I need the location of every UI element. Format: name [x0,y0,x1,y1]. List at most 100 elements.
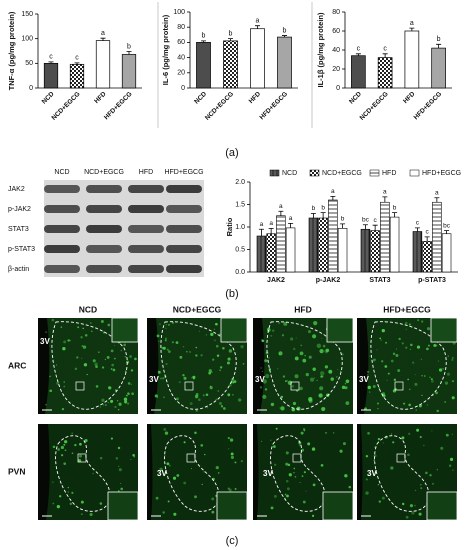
fluorescent-cell [312,367,316,371]
fluorescent-cell [416,428,420,432]
fluorescent-cell [110,368,113,370]
fluorescent-cell [431,379,434,383]
fluorescent-cell [285,451,289,455]
nucleus-outline [51,321,128,410]
micrograph: 3V [147,424,248,521]
fluorescent-cell [292,401,297,406]
panel-label: (b) [225,288,238,300]
fluorescent-cell [419,435,422,439]
fluorescent-cell [344,382,347,385]
fluorescent-cell [442,368,444,370]
fluorescent-cell [339,370,342,373]
fluorescent-cell [381,360,384,363]
nucleus-outline [370,321,447,410]
fluorescent-cell [120,349,123,352]
fluorescent-cell [267,327,270,331]
fluorescent-cell [451,380,455,383]
error-bar [414,227,420,232]
fluorescent-cell [69,502,73,506]
fluorescent-cell [76,356,79,359]
error-bar [372,224,378,231]
significance-letter: c [383,46,387,53]
fluorescent-cell [215,466,219,470]
fluorescent-cell [411,511,415,515]
fluorescent-cell [120,487,124,491]
fluorescent-cell [163,454,166,457]
fluorescent-cell [437,360,440,362]
y-tick-label: 50 [25,60,33,67]
fluorescent-cell [80,513,83,516]
y-axis-title: TNF-α (pg/mg protein) [7,11,16,90]
fluorescent-cell [166,462,170,466]
micrograph: 3V [357,424,458,521]
fluorescent-cell [264,388,268,391]
fluorescent-cell [397,369,401,373]
fluorescent-cell [156,334,160,338]
fluorescent-cell [219,369,221,372]
legend-label: HFD [382,170,396,177]
fluorescent-cell [60,445,64,450]
fluorescent-cell [387,372,390,375]
fluorescent-cell [275,427,278,430]
fluorescent-cell [71,491,74,494]
bar [441,233,452,273]
fluorescent-cell [305,372,309,377]
fluorescent-cell [52,445,56,449]
fluorescent-cell [330,377,334,381]
fluorescent-cell [390,466,394,470]
fluorescent-cell [414,382,418,386]
fluorescent-cell [168,350,171,353]
protein-label: β-actin [8,266,29,273]
fluorescent-cell [341,353,344,356]
fluorescent-cell [223,407,226,410]
fluorescent-cell [127,382,131,385]
fluorescent-cell [384,365,388,368]
fluorescent-cell [307,442,311,446]
fluorescent-cell [268,368,272,371]
fluorescent-cell [423,444,425,447]
fluorescent-cell [208,371,212,375]
error-bar [355,53,361,56]
x-tick-label: p-JAK2 [316,277,341,284]
fluorescent-cell [366,370,370,374]
inset [430,317,458,343]
error-bar [330,196,336,200]
blot-band [128,245,164,253]
y-tick-label: 40 [332,47,340,54]
legend-swatch [269,169,280,177]
fluorescent-cell [377,408,379,410]
fluorescent-cell [155,496,159,500]
fluorescent-cell [414,374,416,376]
significance-letter: b [229,30,233,37]
legend-label: NCD [282,170,297,177]
bar [431,47,446,89]
fluorescent-cell [51,318,55,322]
bar [432,201,442,273]
fluorescent-cell [201,483,203,486]
third-ventricle [147,424,153,520]
fluorescent-cell [286,380,288,382]
fluorescent-cell [163,427,167,431]
region-label: 3V [359,375,369,384]
fluorescent-cell [287,380,293,385]
third-ventricle [357,318,369,414]
fluorescent-cell [74,367,78,371]
fluorescent-cell [320,375,323,378]
fluorescent-cell [271,329,275,332]
fluorescent-cell [114,357,116,360]
fluorescent-cell [421,394,423,397]
fluorescent-cell [183,376,187,380]
fluorescent-cell [194,431,197,435]
lane-label: HFD+EGCG [164,169,203,176]
fluorescent-cell [445,433,449,437]
fluorescent-cell [303,471,306,474]
fluorescent-cell [294,356,299,361]
fluorescent-cell [295,337,297,339]
significance-letter: c [374,217,378,224]
fluorescent-cell [433,344,437,347]
fluorescent-cell [189,402,193,406]
fluorescent-cell [197,398,201,402]
fluorescent-cell [164,337,167,340]
significance-letter: a [331,188,335,195]
fluorescent-cell [431,430,433,432]
